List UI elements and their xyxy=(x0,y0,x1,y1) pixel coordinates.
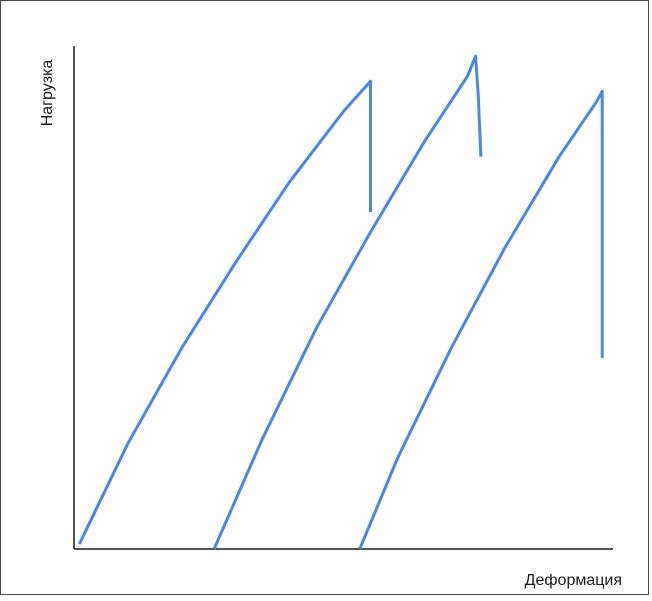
y-axis-label: Нагрузка xyxy=(39,60,56,127)
series-layer xyxy=(78,54,604,550)
series-line-3 xyxy=(358,89,604,550)
series-line-2 xyxy=(212,54,483,550)
x-axis-label: Деформация xyxy=(525,572,622,589)
series-line-1 xyxy=(78,79,372,545)
